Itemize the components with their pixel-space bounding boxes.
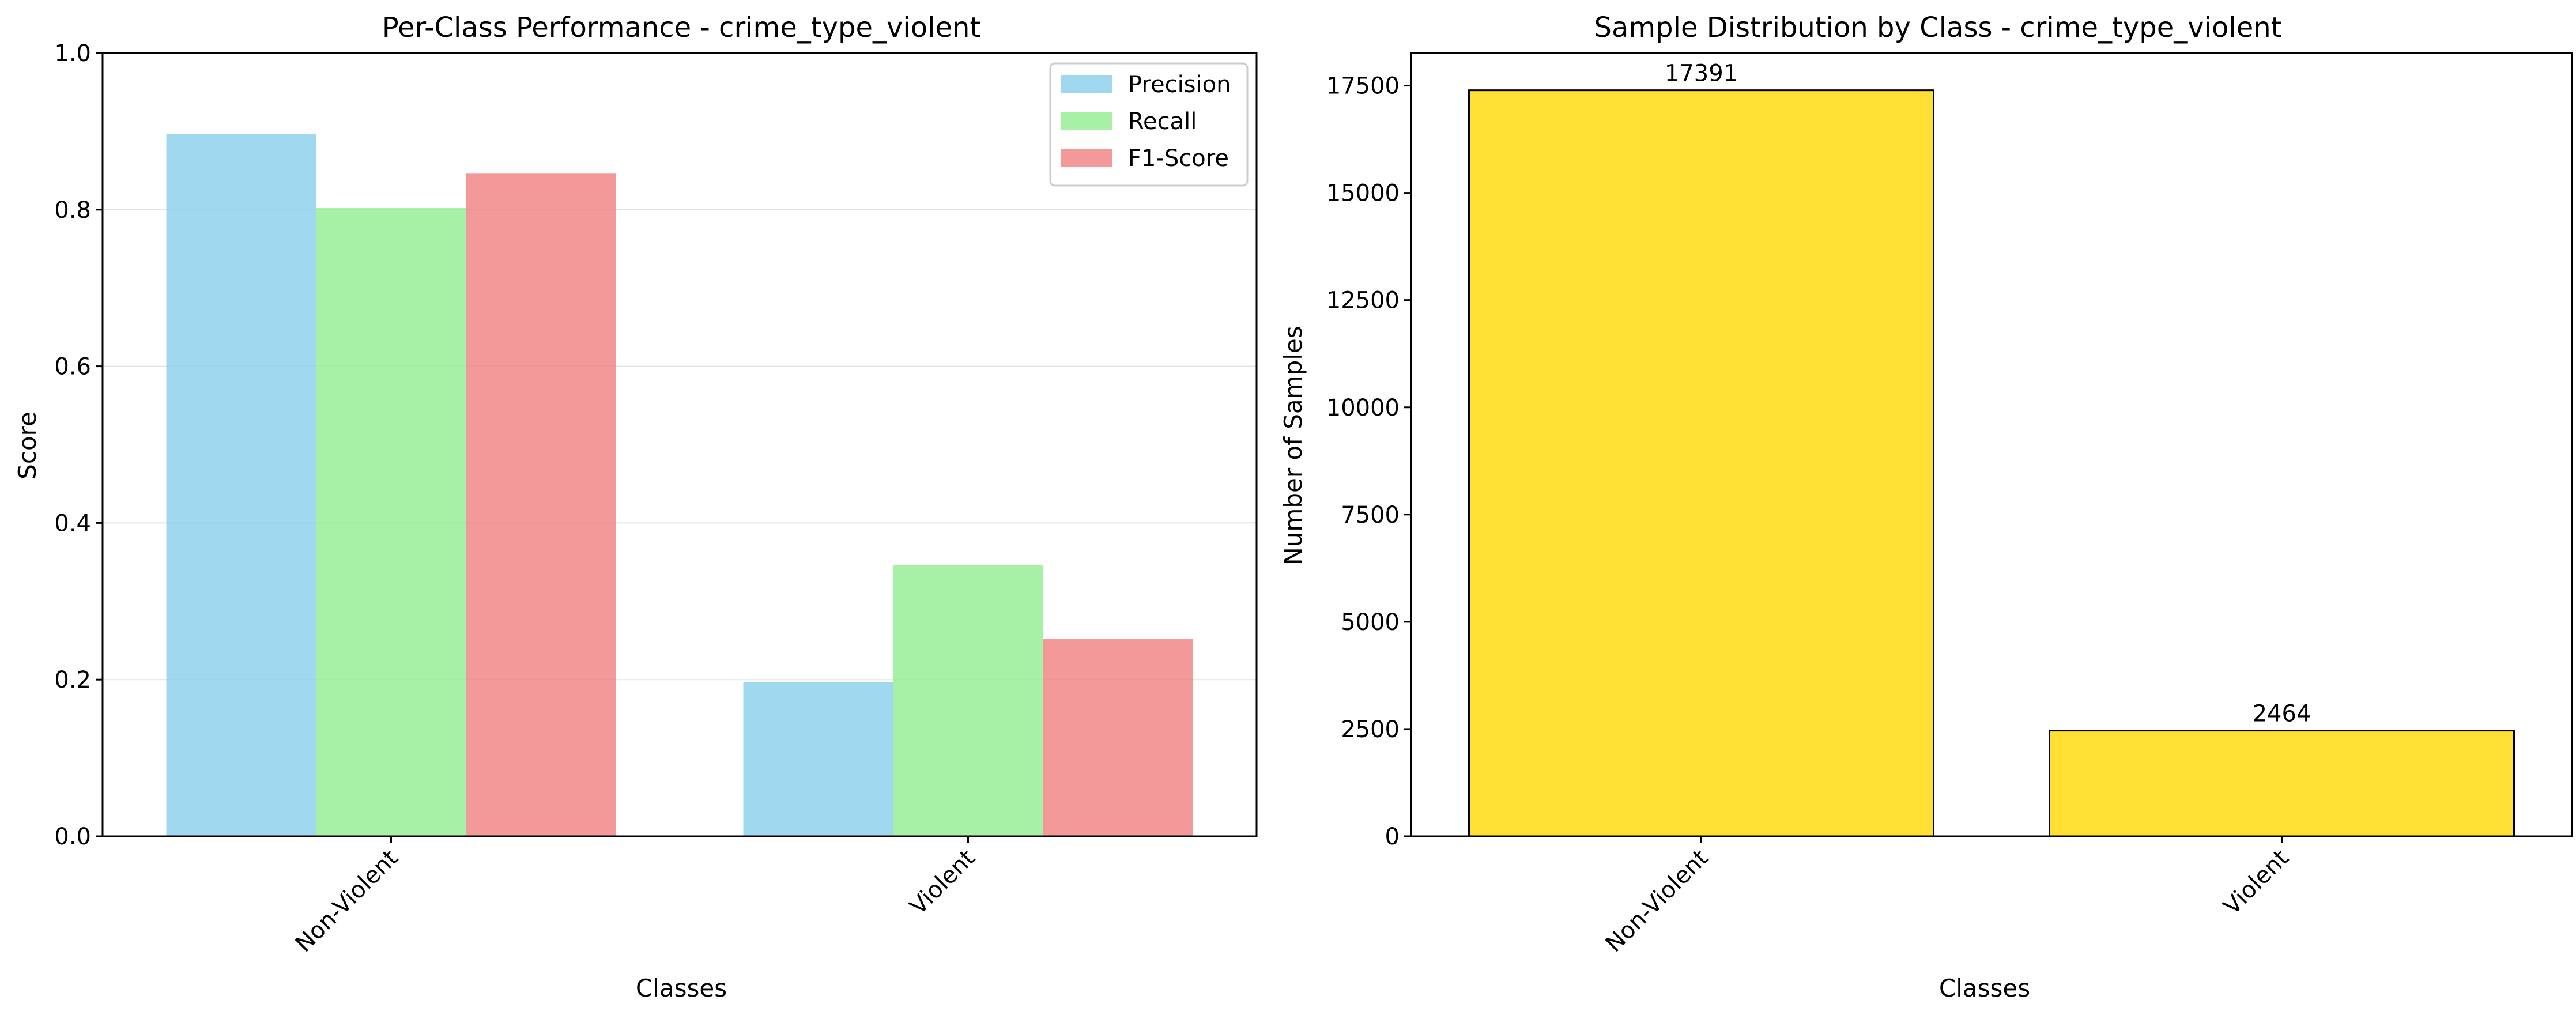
y-tick-label: 7500: [1341, 502, 1400, 529]
legend-swatch-recall: [1061, 112, 1112, 130]
distribution-x-ticks: Non-Violent Violent: [1601, 836, 2294, 957]
x-tick-label: Non-Violent: [1601, 845, 1714, 958]
distribution-x-axis-label: Classes: [1939, 974, 2030, 1002]
y-tick-label: 15000: [1326, 180, 1400, 207]
x-tick-label: Non-Violent: [291, 845, 403, 958]
y-tick-label: 0.8: [54, 197, 91, 224]
y-tick-label: 0.4: [54, 510, 91, 537]
performance-x-ticks: Non-Violent Violent: [291, 836, 980, 957]
legend-swatch-precision: [1061, 75, 1112, 93]
bar-recall-non-violent: [316, 208, 466, 836]
y-tick-label: 12500: [1326, 288, 1400, 314]
bar-precision-violent: [743, 682, 893, 836]
y-tick-label: 0: [1385, 824, 1400, 850]
x-tick-label: Violent: [905, 845, 980, 920]
distribution-chart-title: Sample Distribution by Class - crime_typ…: [1594, 12, 2282, 44]
performance-plot-frame: [101, 52, 1258, 837]
y-tick-label: 5000: [1341, 609, 1400, 636]
performance-y-ticks: 0.0 0.2 0.4 0.6 0.8 1.0: [54, 40, 103, 850]
distribution-data-labels: 17391 2464: [1665, 61, 2311, 727]
y-tick-label: 10000: [1326, 395, 1400, 421]
distribution-chart: Sample Distribution by Class - crime_typ…: [1279, 12, 2573, 1002]
performance-x-axis-label: Classes: [636, 974, 727, 1002]
bar-samples-violent: [2049, 730, 2515, 837]
y-tick-label: 0.2: [54, 667, 91, 693]
bar-f1-score-violent: [1043, 639, 1193, 836]
bar-samples-non-violent: [1468, 89, 1934, 837]
y-tick-label: 1.0: [54, 40, 91, 67]
data-label-non-violent: 17391: [1665, 61, 1738, 87]
performance-y-axis-label: Score: [13, 412, 42, 480]
performance-chart-title: Per-Class Performance - crime_type_viole…: [382, 12, 981, 44]
distribution-y-axis-label: Number of Samples: [1279, 326, 1307, 565]
y-tick-label: 0.6: [54, 354, 91, 380]
bar-recall-violent: [893, 565, 1043, 836]
performance-chart: Per-Class Performance - crime_type_viole…: [13, 12, 1258, 1002]
legend-label-recall: Recall: [1128, 108, 1197, 135]
distribution-y-ticks: 0 2500 5000 7500 10000 12500 15000 17500: [1326, 73, 1411, 850]
x-tick-label: Violent: [2219, 845, 2294, 920]
y-tick-label: 17500: [1326, 73, 1400, 100]
bar-f1-score-non-violent: [466, 173, 616, 836]
data-label-violent: 2464: [2253, 701, 2311, 727]
distribution-bars: [1468, 89, 2515, 837]
y-tick-label: 2500: [1341, 716, 1400, 743]
bar-precision-non-violent: [166, 133, 316, 836]
legend-swatch-f1-score: [1061, 149, 1112, 167]
performance-legend: Precision Recall F1-Score: [1049, 62, 1249, 187]
legend-label-f1-score: F1-Score: [1128, 145, 1229, 172]
distribution-plot-frame: [1410, 52, 2573, 837]
y-tick-label: 0.0: [54, 824, 91, 850]
performance-bars: [166, 133, 1193, 836]
legend-label-precision: Precision: [1128, 71, 1231, 98]
